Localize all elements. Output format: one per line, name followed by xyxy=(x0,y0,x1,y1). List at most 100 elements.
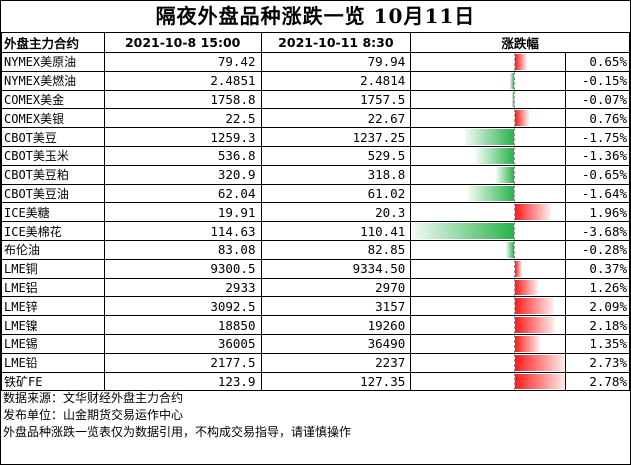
change-bar-cell xyxy=(410,258,567,279)
price-oct8: 536.8 xyxy=(103,145,262,166)
table-row: NYMEX美原油 79.42 79.94 0.65% xyxy=(1,52,630,72)
table-row: LME铜 9300.5 9334.50 0.37% xyxy=(1,258,630,279)
change-bar-cell xyxy=(410,296,567,317)
price-oct11: 2970 xyxy=(260,277,412,298)
change-bar-cell xyxy=(410,127,567,147)
change-bar xyxy=(515,298,555,315)
change-percent: -0.15% xyxy=(565,70,630,91)
price-oct11: 36490 xyxy=(260,333,412,354)
contract-name: COMEX美金 xyxy=(1,89,105,110)
change-bar-cell xyxy=(410,70,567,91)
change-percent: 2.09% xyxy=(565,296,630,317)
price-oct8: 36005 xyxy=(103,333,262,354)
price-oct8: 62.04 xyxy=(103,183,262,204)
price-oct8: 2933 xyxy=(103,277,262,298)
change-bar xyxy=(515,54,528,70)
quote-table: 外盘主力合约 2021-10-8 15:00 2021-10-11 8:30 涨… xyxy=(1,32,630,392)
change-bar xyxy=(468,185,515,202)
zero-axis xyxy=(514,53,516,71)
change-bar-cell xyxy=(410,145,567,166)
change-percent: 1.96% xyxy=(565,202,630,223)
change-percent: 2.78% xyxy=(565,371,630,392)
zero-axis xyxy=(514,91,516,108)
price-oct8: 1259.3 xyxy=(103,127,262,147)
price-oct8: 9300.5 xyxy=(103,258,262,279)
table-row: LME铅 2177.5 2237 2.73% xyxy=(1,352,630,373)
zero-axis xyxy=(514,185,516,202)
sheet-title: 隔夜外盘品种涨跌一览 10月11日 xyxy=(155,4,476,28)
price-oct8: 83.08 xyxy=(103,239,262,260)
header-date2: 2021-10-11 8:30 xyxy=(260,32,412,53)
table-row: CBOT美豆油 62.04 61.02 -1.64% xyxy=(1,183,630,204)
price-oct11: 110.41 xyxy=(260,221,412,241)
contract-name: NYMEX美原油 xyxy=(1,52,105,72)
price-oct11: 529.5 xyxy=(260,145,412,166)
change-percent: -1.64% xyxy=(565,183,630,204)
change-bar xyxy=(496,166,515,183)
change-percent: -0.28% xyxy=(565,239,630,260)
price-oct8: 18850 xyxy=(103,315,262,335)
table-row: LME镍 18850 19260 2.18% xyxy=(1,315,630,335)
change-bar-cell xyxy=(410,52,567,72)
price-oct8: 320.9 xyxy=(103,164,262,185)
change-bar xyxy=(476,147,515,164)
footer-source: 数据来源：文华财经外盘主力合约 xyxy=(3,391,184,405)
change-bar-cell xyxy=(410,164,567,185)
change-bar-cell xyxy=(410,371,567,392)
zero-axis xyxy=(514,203,516,221)
change-bar xyxy=(465,129,515,145)
change-percent: 2.18% xyxy=(565,315,630,335)
table-row: CBOT美豆 1259.3 1237.25 -1.75% xyxy=(1,127,630,147)
price-oct11: 3157 xyxy=(260,296,412,317)
zero-axis xyxy=(514,297,516,315)
change-bar xyxy=(515,373,565,390)
zero-axis xyxy=(514,128,516,146)
table-row: ICE美棉花 114.63 110.41 -3.68% xyxy=(1,221,630,241)
price-oct11: 61.02 xyxy=(260,183,412,204)
price-oct11: 9334.50 xyxy=(260,258,412,279)
price-oct8: 2.4851 xyxy=(103,70,262,91)
contract-name: LME锡 xyxy=(1,333,105,354)
zero-axis xyxy=(514,373,516,390)
contract-name: COMEX美银 xyxy=(1,108,105,129)
zero-axis xyxy=(514,335,516,353)
table-row: LME铝 2933 2970 1.26% xyxy=(1,277,630,298)
table-row: LME锡 36005 36490 1.35% xyxy=(1,333,630,354)
change-bar-cell xyxy=(410,352,567,373)
contract-name: NYMEX美燃油 xyxy=(1,70,105,91)
header-date1: 2021-10-8 15:00 xyxy=(103,32,262,53)
change-bar xyxy=(510,72,515,89)
change-percent: 0.76% xyxy=(565,108,630,129)
price-oct8: 3092.5 xyxy=(103,296,262,317)
price-oct8: 114.63 xyxy=(103,221,262,241)
price-oct11: 2237 xyxy=(260,352,412,373)
price-oct11: 1757.5 xyxy=(260,89,412,110)
change-bar xyxy=(515,204,552,221)
contract-name: ICE美棉花 xyxy=(1,221,105,241)
price-oct8: 123.9 xyxy=(103,371,262,392)
table-row: CBOT美豆粕 320.9 318.8 -0.65% xyxy=(1,164,630,185)
change-bar-cell xyxy=(410,315,567,335)
footer-publisher: 发布单位：山金期货交易运作中心 xyxy=(3,408,184,422)
contract-name: LME铅 xyxy=(1,352,105,373)
contract-name: LME铜 xyxy=(1,258,105,279)
price-oct8: 79.42 xyxy=(103,52,262,72)
price-oct11: 79.94 xyxy=(260,52,412,72)
change-bar xyxy=(515,317,556,333)
header-contract: 外盘主力合约 xyxy=(1,32,105,53)
footer-disclaimer: 外盘品种涨跌一览表仅为数据引用，不构成交易指导，请谨慎操作 xyxy=(3,425,352,439)
change-bar-cell xyxy=(410,202,567,223)
contract-name: LME锌 xyxy=(1,296,105,317)
change-percent: 2.73% xyxy=(565,352,630,373)
table-row: CBOT美玉米 536.8 529.5 -1.36% xyxy=(1,145,630,166)
change-bar-cell xyxy=(410,333,567,354)
change-percent: 1.35% xyxy=(565,333,630,354)
contract-name: LME镍 xyxy=(1,315,105,335)
contract-name: CBOT美豆粕 xyxy=(1,164,105,185)
change-bar xyxy=(515,260,523,277)
change-bar-cell xyxy=(410,89,567,110)
change-bar-cell xyxy=(410,239,567,260)
change-bar xyxy=(515,110,530,127)
change-percent: -0.07% xyxy=(565,89,630,110)
